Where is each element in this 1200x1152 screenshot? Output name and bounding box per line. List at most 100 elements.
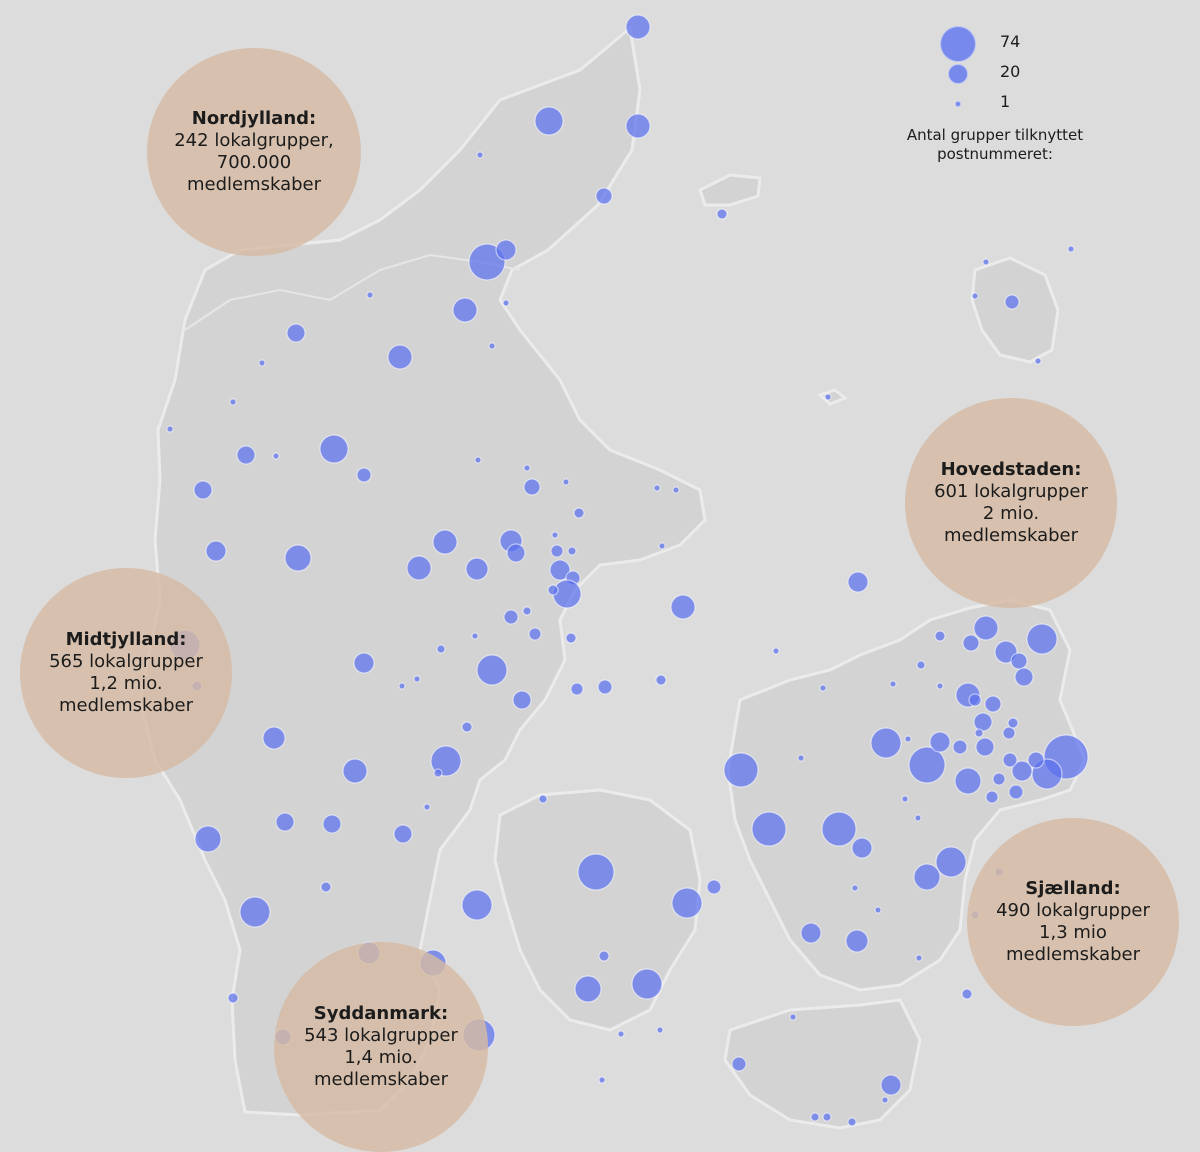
group-dot [573, 507, 585, 519]
anholt-landmass [817, 388, 848, 406]
region-line: medlemskaber [186, 174, 322, 195]
group-dot [502, 299, 510, 307]
group-dot [973, 712, 993, 732]
group-dot [476, 654, 508, 686]
group-dot [936, 682, 944, 690]
group-dot [962, 634, 980, 652]
group-dot [929, 731, 951, 753]
group-dot [672, 486, 680, 494]
group-dot [461, 721, 473, 733]
group-dot [547, 584, 559, 596]
group-dot [954, 767, 982, 795]
region-line: 2 mio. [982, 503, 1040, 524]
group-dot [1007, 717, 1019, 729]
group-dot [549, 559, 571, 581]
group-dot [205, 540, 227, 562]
group-dot [523, 464, 531, 472]
region-sjaelland: Sjælland: 490 lokalgrupper 1,3 mio medle… [967, 818, 1179, 1026]
group-dot [992, 772, 1006, 786]
group-dot [915, 954, 923, 962]
group-dot [1034, 357, 1042, 365]
group-dot [393, 824, 413, 844]
group-dot [1002, 752, 1018, 768]
group-dot [262, 726, 286, 750]
group-dot [971, 292, 979, 300]
region-line: 543 lokalgrupper [304, 1025, 458, 1046]
region-name: Nordjylland: [191, 108, 317, 129]
group-dot [258, 359, 266, 367]
group-dot [512, 690, 532, 710]
group-dot [319, 434, 349, 464]
group-dot [851, 884, 859, 892]
group-dot [194, 825, 222, 853]
group-dot [503, 609, 519, 625]
group-dot [423, 803, 431, 811]
group-dot [810, 1112, 820, 1122]
group-dot [320, 881, 332, 893]
group-dot [934, 630, 946, 642]
group-dot [822, 1112, 832, 1122]
group-dot [889, 680, 897, 688]
region-midtjylland: Midtjylland: 565 lokalgrupper 1,2 mio. m… [20, 568, 232, 778]
group-dot [625, 14, 651, 40]
group-dot [1027, 751, 1045, 769]
group-dot [706, 879, 722, 895]
region-line: medlemskaber [58, 695, 194, 716]
group-dot [193, 480, 213, 500]
group-dot [366, 291, 374, 299]
group-dot [800, 922, 822, 944]
group-dot [821, 811, 857, 847]
group-dot [538, 794, 548, 804]
group-dot [1010, 652, 1028, 670]
group-dot [772, 647, 780, 655]
region-name: Hovedstaden: [940, 459, 1082, 480]
group-dot [413, 675, 421, 683]
region-name: Syddanmark: [313, 1003, 449, 1024]
group-dot [398, 682, 406, 690]
legend-dot-medium [948, 64, 968, 84]
group-dot [874, 906, 882, 914]
group-dot [1008, 784, 1024, 800]
group-dot [870, 727, 902, 759]
legend-value-large: 74 [1000, 32, 1021, 51]
legend-row-medium: 20 [890, 56, 1100, 86]
group-dot [528, 627, 542, 641]
region-line: 601 lokalgrupper [934, 481, 1088, 502]
group-dot [495, 239, 517, 261]
region-syddanmark: Syddanmark: 543 lokalgrupper 1,4 mio. me… [274, 942, 488, 1152]
region-hovedstaden: Hovedstaden: 601 lokalgrupper 2 mio. med… [905, 398, 1117, 608]
group-dot [880, 1074, 902, 1096]
group-dot [562, 478, 570, 486]
group-dot [595, 187, 613, 205]
group-dot [656, 1026, 664, 1034]
region-line: 490 lokalgrupper [996, 900, 1150, 921]
laeso-landmass [698, 173, 762, 207]
legend-dot-small [955, 101, 961, 107]
region-line: medlemskaber [313, 1069, 449, 1090]
group-dot [625, 113, 651, 139]
legend-caption-line: Antal grupper tilknyttet [906, 126, 1084, 144]
group-dot [1011, 760, 1033, 782]
group-dot [465, 557, 489, 581]
group-dot [973, 615, 999, 641]
group-dot [406, 555, 432, 581]
group-dot [488, 342, 496, 350]
group-dot [1002, 726, 1016, 740]
group-dot [229, 398, 237, 406]
group-dot [819, 684, 827, 692]
group-dot [1067, 245, 1075, 253]
group-dot [851, 837, 873, 859]
group-dot [670, 594, 696, 620]
region-line: medlemskaber [943, 525, 1079, 546]
group-dot [436, 644, 446, 654]
group-dot [908, 746, 946, 784]
group-dot [471, 632, 479, 640]
group-dot [506, 543, 526, 563]
group-dot [565, 632, 577, 644]
group-dot [474, 456, 482, 464]
group-dot [658, 542, 666, 550]
region-name: Sjælland: [1025, 878, 1121, 899]
group-dot [671, 887, 703, 919]
legend-caption-line: postnummeret: [937, 145, 1053, 163]
